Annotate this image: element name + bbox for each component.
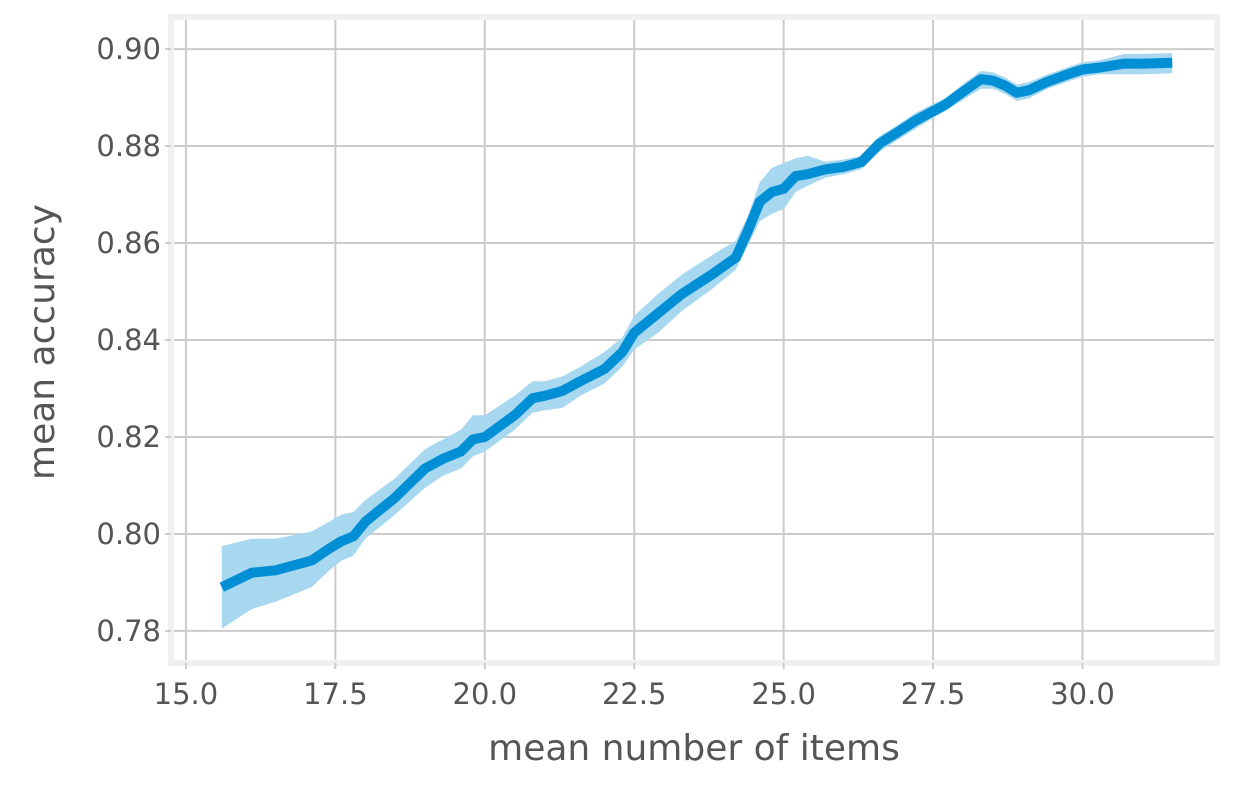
x-tick-label: 17.5 bbox=[303, 677, 368, 711]
y-tick-label: 0.90 bbox=[96, 32, 161, 66]
x-axis-label: mean number of items bbox=[488, 728, 900, 769]
y-tick-label: 0.78 bbox=[96, 614, 161, 648]
y-tick-label: 0.80 bbox=[96, 517, 161, 551]
y-tick-label: 0.86 bbox=[96, 226, 161, 260]
x-tick-label: 20.0 bbox=[453, 677, 518, 711]
y-tick-label: 0.84 bbox=[96, 323, 161, 357]
y-tick-label: 0.88 bbox=[96, 129, 161, 163]
x-tick-label: 30.0 bbox=[1050, 677, 1115, 711]
y-axis-ticks: 0.78 0.80 0.82 0.84 0.86 0.88 0.90 bbox=[96, 32, 171, 648]
x-tick-label: 15.0 bbox=[154, 677, 219, 711]
x-tick-label: 25.0 bbox=[751, 677, 816, 711]
series-line bbox=[219, 57, 1173, 592]
x-tick-label: 27.5 bbox=[901, 677, 966, 711]
confidence-band-group bbox=[221, 53, 1173, 629]
x-axis-ticks: 15.0 17.5 20.0 22.5 25.0 27.5 30.0 bbox=[154, 663, 1115, 711]
y-tick-label: 0.82 bbox=[96, 420, 161, 454]
x-tick-label: 22.5 bbox=[602, 677, 667, 711]
series-line-group bbox=[219, 57, 1173, 592]
y-axis-label: mean accuracy bbox=[22, 204, 63, 480]
confidence-band bbox=[221, 53, 1173, 629]
